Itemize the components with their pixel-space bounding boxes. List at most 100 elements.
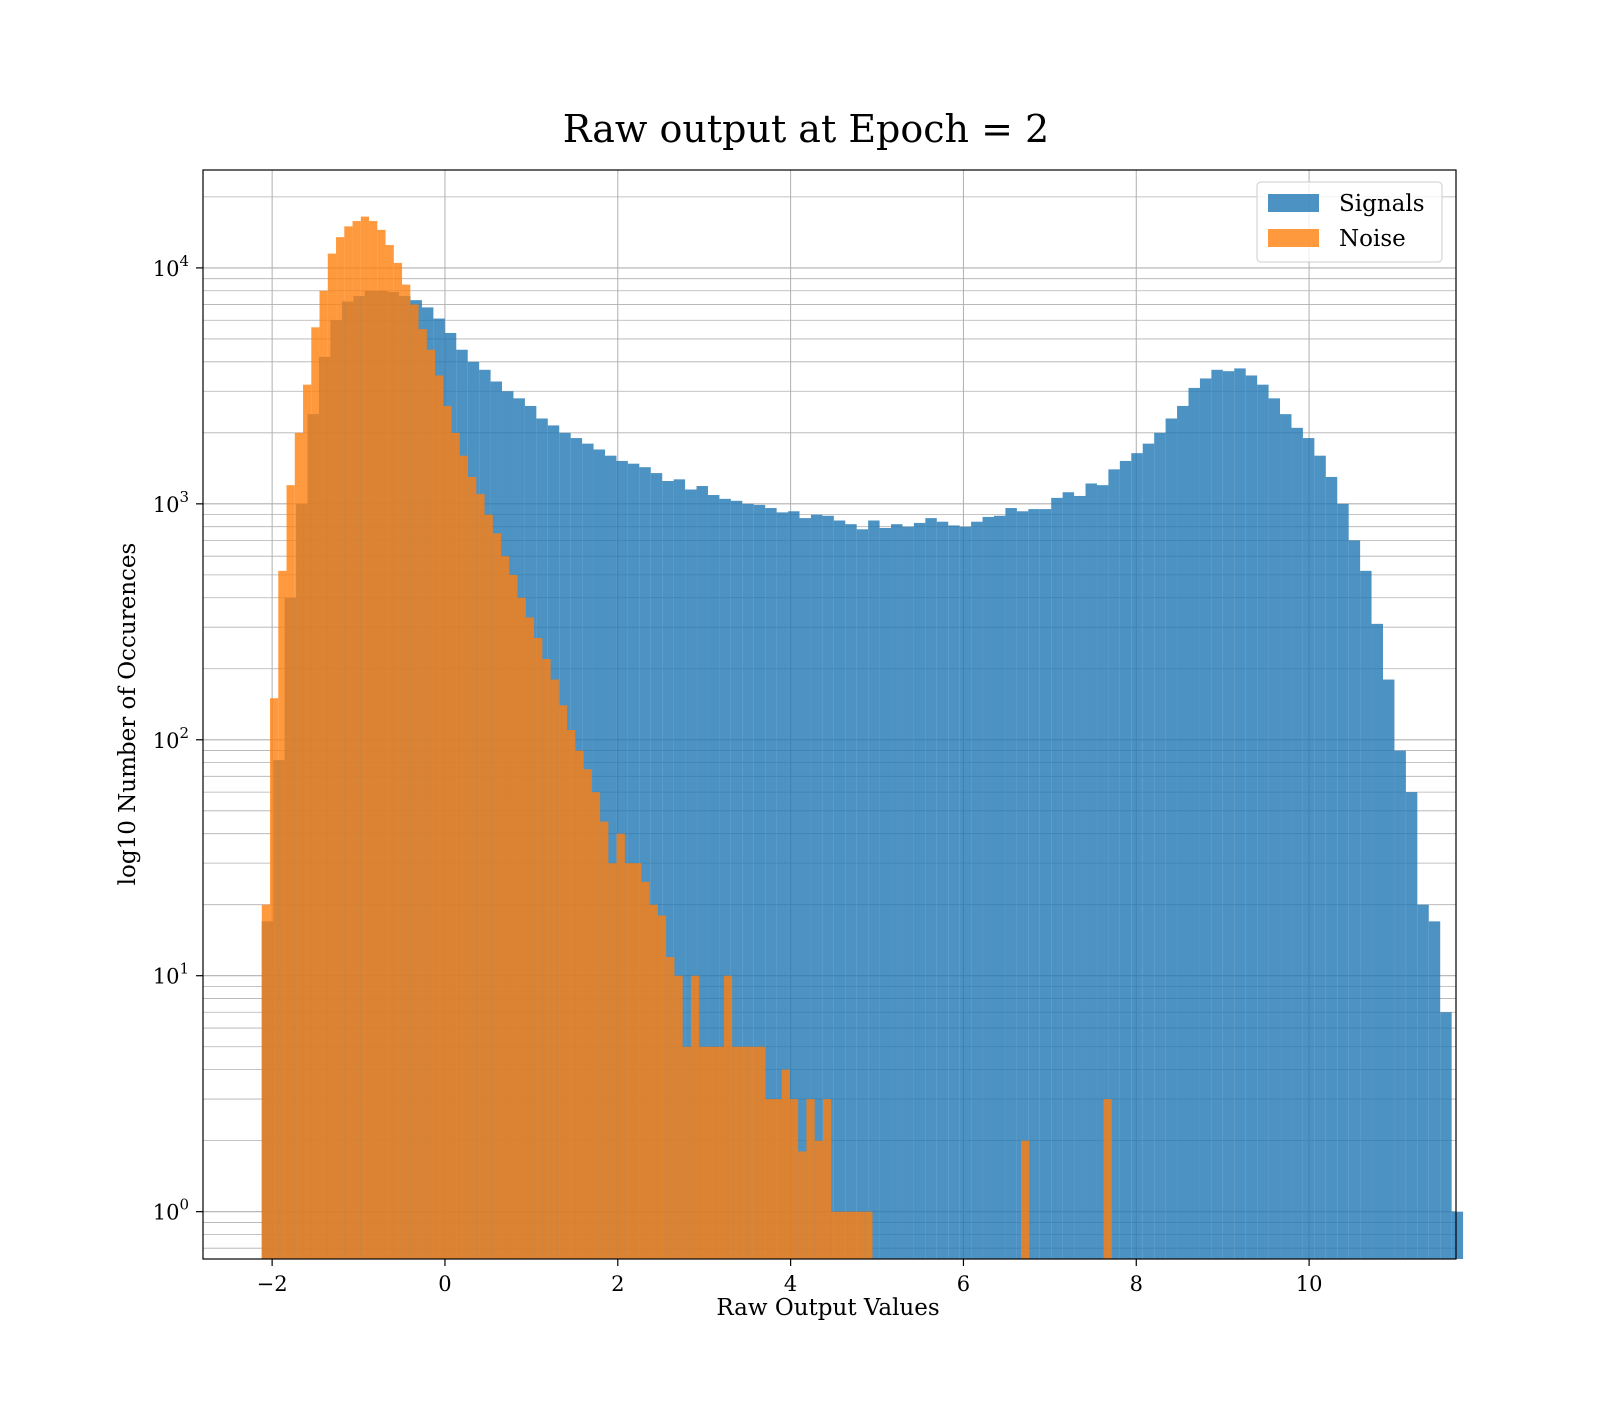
bar-signals [1302,438,1315,1259]
bar-noise [385,245,394,1259]
bar-signals [730,500,743,1259]
bar-noise [468,476,477,1259]
bar-signals [1280,414,1292,1259]
bar-noise [509,574,518,1259]
bar-noise [550,679,559,1259]
bar-signals [833,520,846,1259]
bar-signals [1360,570,1372,1259]
x-tick-label: 6 [957,1272,970,1296]
bar-noise [476,494,485,1259]
bar-signals [1291,427,1303,1260]
bar-noise [377,229,386,1259]
x-tick-label: 2 [611,1272,624,1296]
bar-noise [666,957,675,1259]
bar-signals [1451,1211,1464,1259]
bar-signals [1062,492,1075,1259]
bar-noise [294,432,304,1259]
bar-noise [426,349,436,1260]
bar-noise [822,1099,832,1259]
bar-signals [1188,387,1200,1260]
bar-signals [810,514,823,1259]
legend-swatch-signals [1268,194,1319,212]
bar-signals [1096,485,1109,1259]
bar-signals [742,503,754,1260]
bar-noise [781,1069,790,1259]
bar-signals [1165,418,1178,1260]
bar-signals [719,498,731,1259]
bar-noise [715,1046,724,1259]
bar-signals [1257,384,1269,1260]
bar-signals [788,511,800,1259]
bar-noise [690,975,700,1259]
bar-signals [993,515,1006,1259]
bar-noise [402,284,411,1259]
bar-noise [789,1099,799,1259]
bar-noise [682,1046,691,1259]
bar-signals [1440,1012,1452,1259]
bar-signals [868,520,880,1259]
bar-signals [1234,368,1246,1259]
bar-noise [591,792,601,1259]
bar-signals [948,525,960,1259]
bar-noise [492,533,502,1259]
bar-noise [707,1046,716,1259]
bar-signals [799,518,811,1259]
bar-noise [732,1046,741,1259]
chart-title: Raw output at Epoch = 2 [563,107,1049,151]
bar-signals [1131,453,1143,1259]
y-tick-label: 104 [153,252,189,281]
bar-signals [845,524,857,1259]
bar-signals [879,527,892,1259]
bar-signals [1417,904,1429,1259]
bar-noise [459,455,469,1259]
bar-signals [1268,398,1281,1259]
x-tick-label: 4 [784,1272,797,1296]
bar-noise [534,638,543,1259]
bar-signals [1142,443,1155,1259]
bar-signals [1314,455,1326,1259]
bar-signals [902,526,914,1259]
bar-noise [270,698,279,1259]
bar-noise [319,290,328,1259]
x-axis-ticks: −2 0 2 4 6 8 10 [257,1259,1322,1296]
plot-frame [202,169,1457,1260]
bar-noise [583,769,592,1259]
legend-label-noise: Noise [1339,226,1406,252]
bar-signals [1051,497,1063,1260]
bar-noise [657,915,667,1259]
bar-signals [1028,509,1040,1259]
bar-noise [641,881,650,1259]
bar-noise [336,237,345,1259]
bar-signals [1337,503,1349,1260]
bar-noise [723,975,733,1259]
bar-noise [765,1099,774,1259]
bar-noise [435,375,444,1259]
bar-signals [753,504,766,1259]
bar-noise [261,904,271,1259]
bar-noise [542,658,551,1259]
bar-noise [600,821,609,1259]
bar-noise [443,405,452,1259]
bar-noise [303,384,312,1260]
bar-noise [814,1140,823,1259]
bar-noise [567,730,576,1259]
legend: Signals Noise [1256,181,1443,263]
bar-signals [936,521,949,1259]
bar-signals [1394,750,1406,1259]
legend-swatch-noise [1268,229,1319,247]
bar-noise [517,597,526,1259]
bar-signals [913,522,926,1259]
bar-signals [639,467,651,1259]
bar-signals [1245,375,1258,1259]
legend-label-signals: Signals [1339,191,1425,217]
x-tick-label: −2 [257,1272,288,1296]
bar-signals [1428,921,1441,1259]
bar-signals [1211,369,1223,1259]
bar-signals [1005,508,1017,1259]
bar-noise [451,432,460,1259]
bar-noise [616,833,625,1259]
bar-noise [575,750,584,1259]
bar-signals [1177,405,1189,1259]
bar-signals [1085,483,1097,1260]
